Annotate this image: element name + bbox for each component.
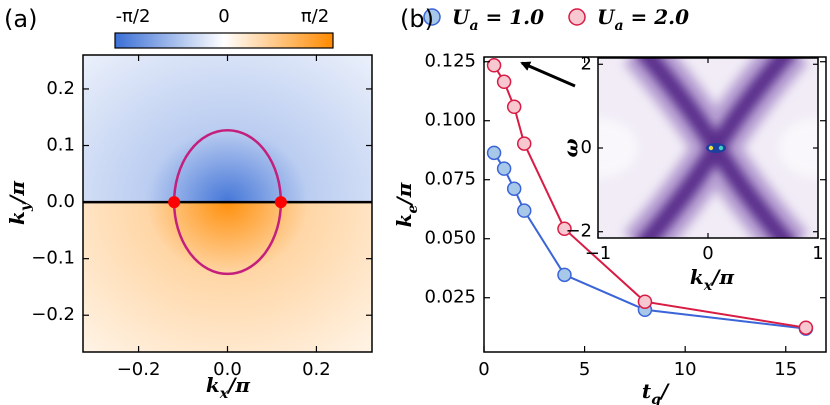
y-tick-label: −2	[565, 221, 592, 242]
colorbar-tick-label: π/2	[301, 6, 329, 27]
y-tick-label: 0.075	[424, 169, 476, 190]
y-tick-label: 0.2	[46, 78, 75, 99]
side-glow	[778, 118, 818, 178]
y-axis-label: ky/π	[5, 181, 35, 225]
x-tick-label: −1	[585, 243, 612, 264]
marker	[516, 203, 532, 218]
marker	[637, 294, 653, 309]
panel-label: (b)	[400, 5, 434, 33]
center-spot	[718, 145, 724, 151]
marker	[486, 58, 502, 73]
y-tick-label: 0.0	[46, 191, 75, 212]
field-lower	[83, 202, 372, 352]
marker	[496, 74, 512, 90]
marker	[557, 221, 572, 237]
y-tick-label: 0.025	[424, 287, 476, 308]
x-tick-label: 10	[674, 359, 697, 380]
colorbar-tick-label: 0	[218, 6, 229, 27]
side-glow	[598, 118, 638, 178]
marker	[557, 267, 572, 283]
x-tick-label: 5	[579, 359, 590, 380]
x-axis-label: kx/π	[690, 265, 735, 295]
colorbar-tick-label: -π/2	[116, 6, 151, 27]
y-tick-label: −0.1	[31, 248, 75, 269]
marker	[516, 136, 532, 151]
y-tick-label: 0	[581, 137, 592, 158]
axes-frame	[483, 56, 827, 353]
x-tick-label: 0	[478, 359, 489, 380]
y-tick-label: 0.100	[424, 110, 476, 131]
node-point	[168, 196, 181, 209]
band	[637, 58, 795, 238]
legend-marker	[423, 8, 441, 26]
x-tick-label: −0.2	[117, 359, 161, 380]
y-tick-label: −0.2	[31, 304, 75, 325]
y-tick-label: 0.1	[46, 135, 75, 156]
marker	[798, 320, 814, 335]
spectral-image	[598, 58, 818, 238]
field-upper	[83, 55, 372, 203]
marker	[486, 145, 502, 161]
x-tick-label: 0	[702, 243, 713, 264]
x-tick-label: 15	[774, 359, 797, 380]
x-tick-label: 1	[812, 243, 823, 264]
x-axis-label: kx/π	[206, 373, 251, 403]
center-spot	[706, 143, 726, 153]
legend-marker	[568, 8, 586, 26]
legend-label: Ua = 1.0	[452, 5, 544, 35]
x-axis-label: tq/	[642, 379, 670, 405]
arrow	[520, 61, 576, 88]
marker	[496, 161, 512, 176]
marker	[506, 99, 522, 115]
center-spot	[708, 145, 714, 151]
node-point	[274, 196, 287, 209]
colorbar	[114, 32, 334, 49]
panel-label: (a)	[4, 5, 37, 33]
marker	[506, 181, 522, 196]
x-tick-label: 0.2	[302, 359, 331, 380]
y-tick-label: 2	[581, 53, 592, 74]
y-axis-label: ω	[559, 138, 583, 157]
x-tick-label: 0.0	[213, 359, 242, 380]
y-axis-label: ke/π	[392, 182, 422, 227]
y-tick-label: 0.125	[424, 51, 476, 72]
legend-label: Ua = 2.0	[597, 5, 689, 35]
y-tick-label: 0.050	[424, 228, 476, 249]
